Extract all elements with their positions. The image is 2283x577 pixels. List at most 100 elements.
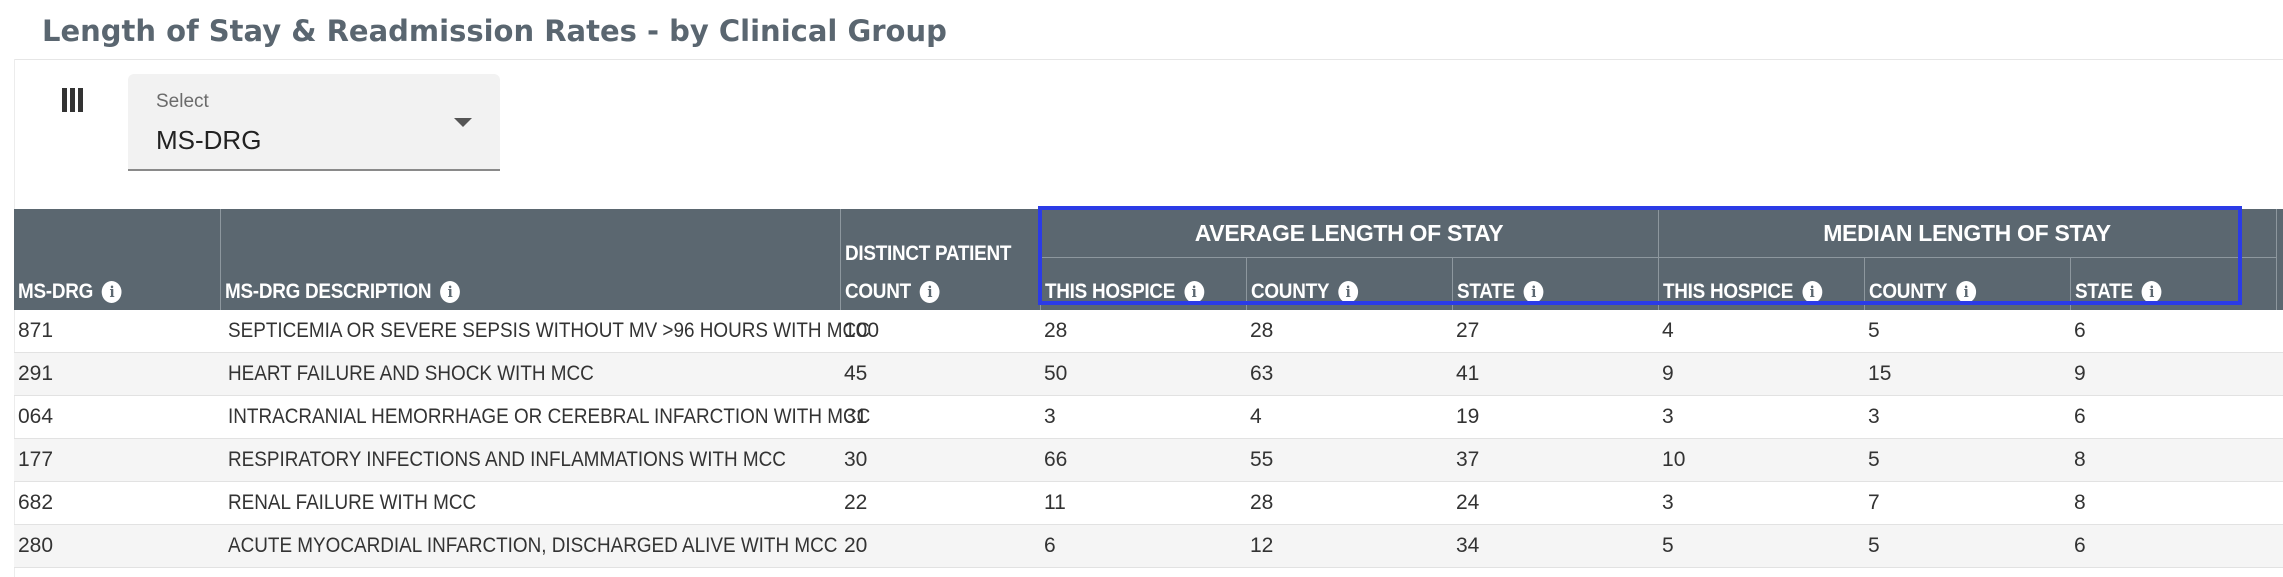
select-value: MS-DRG xyxy=(156,125,262,155)
cell-avg-hospice: 3 xyxy=(1040,395,1246,439)
header-spacer xyxy=(2276,209,2283,310)
header-count-line2: COUNT xyxy=(844,280,911,303)
cell-description-text: HEART FAILURE AND SHOCK WITH MCC xyxy=(228,362,594,385)
columns-icon[interactable] xyxy=(60,88,86,114)
cell-count: 20 xyxy=(840,524,1040,568)
header-description[interactable]: MS-DRG DESCRIPTION i xyxy=(220,209,841,310)
cell-avg-county: 28 xyxy=(1246,481,1452,525)
table-row[interactable]: 291 HEART FAILURE AND SHOCK WITH MCC 45 … xyxy=(14,352,2283,396)
header-label: THIS HOSPICE xyxy=(1044,280,1175,303)
title-divider xyxy=(14,59,2283,60)
cell-description-text: RESPIRATORY INFECTIONS AND INFLAMMATIONS… xyxy=(228,448,786,471)
cell-med-county: 5 xyxy=(1864,438,2071,482)
cell-avg-county: 63 xyxy=(1246,352,1452,396)
cell-msdrg: 871 xyxy=(14,310,220,353)
cell-med-hospice: 9 xyxy=(1658,352,1865,396)
cell-msdrg: 177 xyxy=(14,438,220,482)
cell-med-county: 5 xyxy=(1864,524,2071,568)
columns-icon-bar xyxy=(62,88,67,112)
group-header-average-los: AVERAGE LENGTH OF STAY xyxy=(1040,209,1659,258)
info-icon[interactable]: i xyxy=(1337,281,1358,304)
cell-med-hospice: 10 xyxy=(1658,438,1865,482)
cell-description-text: INTRACRANIAL HEMORRHAGE OR CEREBRAL INFA… xyxy=(228,405,871,428)
cell-med-state: 6 xyxy=(2070,524,2277,568)
cell-avg-hospice: 50 xyxy=(1040,352,1246,396)
header-label: STATE xyxy=(1456,280,1515,303)
cell-description: RESPIRATORY INFECTIONS AND INFLAMMATIONS… xyxy=(220,438,840,482)
table-row[interactable]: 871 SEPTICEMIA OR SEVERE SEPSIS WITHOUT … xyxy=(14,310,2283,353)
header-msdrg-label: MS-DRG xyxy=(18,280,94,303)
cell-spacer xyxy=(2276,395,2283,439)
cell-spacer xyxy=(2276,352,2283,396)
cell-spacer xyxy=(2276,481,2283,525)
select-label: Select xyxy=(156,91,209,112)
cell-spacer xyxy=(2276,310,2283,353)
cell-msdrg: 682 xyxy=(14,481,220,525)
cell-count: 45 xyxy=(840,352,1040,396)
cell-avg-hospice: 6 xyxy=(1040,524,1246,568)
info-icon[interactable]: i xyxy=(1183,281,1204,304)
info-icon[interactable]: i xyxy=(2141,281,2162,304)
cell-med-state: 6 xyxy=(2070,395,2277,439)
cell-count: 31 xyxy=(840,395,1040,439)
cell-avg-state: 27 xyxy=(1452,310,1659,353)
cell-description-text: RENAL FAILURE WITH MCC xyxy=(228,491,477,514)
header-label: STATE xyxy=(2074,280,2133,303)
header-median-county[interactable]: COUNTY i xyxy=(1864,257,2071,310)
cell-avg-hospice: 66 xyxy=(1040,438,1246,482)
cell-msdrg: 064 xyxy=(14,395,220,439)
cell-med-hospice: 4 xyxy=(1658,310,1865,353)
cell-msdrg: 291 xyxy=(14,352,220,396)
header-median-this-hospice[interactable]: THIS HOSPICE i xyxy=(1658,257,1865,310)
table-row[interactable]: 682 RENAL FAILURE WITH MCC 22 11 28 24 3… xyxy=(14,481,2283,525)
cell-description-text: ACUTE MYOCARDIAL INFARCTION, DISCHARGED … xyxy=(228,534,838,557)
header-count-line1: DISTINCT PATIENT xyxy=(844,242,1011,265)
cell-spacer xyxy=(2276,524,2283,568)
page-title: Length of Stay & Readmission Rates - by … xyxy=(42,14,947,48)
table-row[interactable]: 064 INTRACRANIAL HEMORRHAGE OR CEREBRAL … xyxy=(14,395,2283,439)
cell-description: SEPTICEMIA OR SEVERE SEPSIS WITHOUT MV >… xyxy=(220,310,870,353)
table-row[interactable]: 177 RESPIRATORY INFECTIONS AND INFLAMMAT… xyxy=(14,438,2283,482)
columns-icon-bar xyxy=(78,88,83,112)
info-icon[interactable]: i xyxy=(439,281,460,304)
cell-description: INTRACRANIAL HEMORRHAGE OR CEREBRAL INFA… xyxy=(220,395,870,439)
cell-msdrg: 280 xyxy=(14,524,220,568)
cell-description: HEART FAILURE AND SHOCK WITH MCC xyxy=(220,352,840,396)
header-median-state[interactable]: STATE i xyxy=(2070,257,2277,310)
header-avg-this-hospice[interactable]: THIS HOSPICE i xyxy=(1040,257,1247,310)
info-icon[interactable]: i xyxy=(1955,281,1976,304)
cell-avg-state: 41 xyxy=(1452,352,1659,396)
header-description-label: MS-DRG DESCRIPTION xyxy=(224,280,431,303)
cell-med-state: 8 xyxy=(2070,438,2277,482)
header-msdrg[interactable]: MS-DRG i xyxy=(14,209,221,310)
header-avg-county[interactable]: COUNTY i xyxy=(1246,257,1453,310)
cell-med-county: 15 xyxy=(1864,352,2071,396)
cell-count: 22 xyxy=(840,481,1040,525)
grouping-select[interactable]: Select MS-DRG xyxy=(128,74,500,171)
cell-avg-state: 34 xyxy=(1452,524,1659,568)
cell-avg-county: 55 xyxy=(1246,438,1452,482)
header-avg-state[interactable]: STATE i xyxy=(1452,257,1659,310)
cell-description: RENAL FAILURE WITH MCC xyxy=(220,481,840,525)
info-icon[interactable]: i xyxy=(919,281,940,304)
cell-count: 100 xyxy=(840,310,1040,353)
los-table: MS-DRG i MS-DRG DESCRIPTION i DISTINCT PAT… xyxy=(14,209,2283,568)
cell-med-hospice: 3 xyxy=(1658,481,1865,525)
cell-avg-hospice: 11 xyxy=(1040,481,1246,525)
info-icon[interactable]: i xyxy=(102,281,122,304)
table-row[interactable]: 280 ACUTE MYOCARDIAL INFARCTION, DISCHAR… xyxy=(14,524,2283,568)
header-patient-count[interactable]: DISTINCT PATIENT COUNT i xyxy=(840,209,1041,310)
cell-med-state: 6 xyxy=(2070,310,2277,353)
cell-avg-state: 24 xyxy=(1452,481,1659,525)
cell-avg-state: 37 xyxy=(1452,438,1659,482)
cell-description-text: SEPTICEMIA OR SEVERE SEPSIS WITHOUT MV >… xyxy=(228,319,870,342)
info-icon[interactable]: i xyxy=(1523,281,1544,304)
header-label: COUNTY xyxy=(1868,280,1947,303)
header-label: COUNTY xyxy=(1250,280,1329,303)
cell-med-state: 9 xyxy=(2070,352,2277,396)
cell-med-hospice: 3 xyxy=(1658,395,1865,439)
info-icon[interactable]: i xyxy=(1801,281,1822,304)
cell-avg-state: 19 xyxy=(1452,395,1659,439)
cell-count: 30 xyxy=(840,438,1040,482)
cell-avg-county: 28 xyxy=(1246,310,1452,353)
